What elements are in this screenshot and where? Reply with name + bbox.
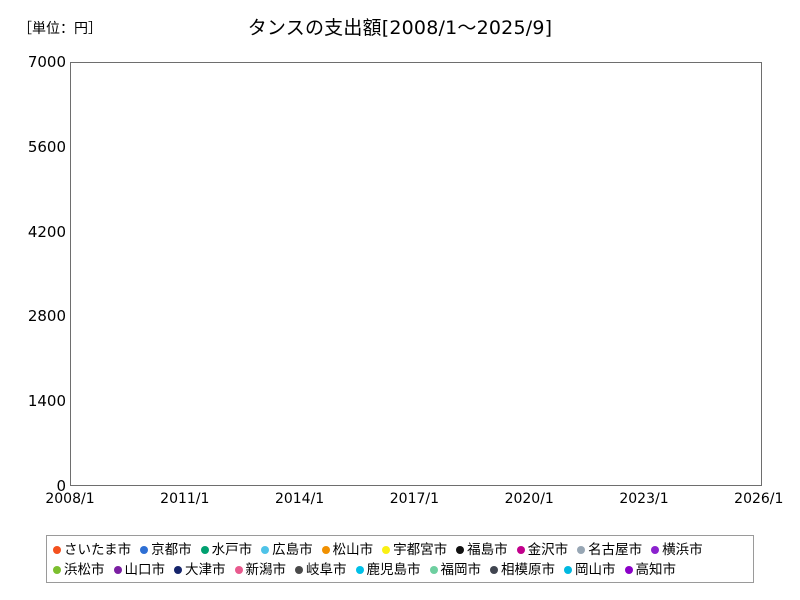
- legend-label: 広島市: [272, 541, 313, 558]
- legend-item-京都市[interactable]: 京都市: [140, 541, 192, 558]
- legend-item-相模原市[interactable]: 相模原市: [490, 561, 555, 578]
- legend-item-高知市[interactable]: 高知市: [624, 561, 677, 578]
- legend-item-岐阜市[interactable]: 岐阜市: [295, 561, 347, 578]
- unit-label: ［単位：円］: [18, 21, 102, 37]
- legend: さいたま市 京都市 水戸市 広島市 松山市 宇都宮市 福島市 金沢市 名古屋市 横浜市 浜松市 山口…: [46, 535, 754, 583]
- legend-marker-icon: [516, 546, 525, 554]
- legend-item-松山市[interactable]: 松山市: [321, 541, 374, 558]
- y-tick-label: 4200: [27, 222, 66, 241]
- legend-label: 新潟市: [245, 561, 287, 578]
- x-tick-label: 2017/1: [389, 491, 440, 507]
- legend-row-2: 浜松市 山口市 大津市 新潟市 岐阜市 鹿児島市 福岡市 相模原市 岡山市 高知市: [53, 560, 747, 580]
- legend-label: 浜松市: [64, 561, 105, 578]
- legend-label: 宇都宮市: [393, 541, 448, 558]
- legend-marker-icon: [564, 566, 572, 574]
- legend-label: 福島市: [467, 541, 508, 558]
- legend-marker-icon: [490, 566, 498, 574]
- legend-item-横浜市[interactable]: 横浜市: [651, 541, 703, 558]
- plot-frame: [70, 62, 762, 486]
- legend-label: 鹿児島市: [366, 561, 421, 578]
- y-tick-label: 5600: [27, 137, 66, 156]
- plot-area: [70, 62, 762, 486]
- legend-item-さいたま市[interactable]: さいたま市: [53, 541, 132, 558]
- legend-marker-icon: [234, 566, 243, 574]
- x-tick-label: 2023/1: [619, 491, 669, 507]
- legend-marker-icon: [200, 546, 209, 554]
- legend-label: 福岡市: [440, 561, 482, 578]
- legend-marker-icon: [456, 546, 465, 554]
- legend-label: 金沢市: [527, 541, 569, 558]
- legend-marker-icon: [295, 566, 303, 574]
- legend-marker-icon: [577, 546, 586, 554]
- legend-row-1: さいたま市 京都市 水戸市 広島市 松山市 宇都宮市 福島市 金沢市 名古屋市 横浜市: [53, 540, 747, 560]
- x-tick-label: 2008/1: [45, 491, 95, 507]
- legend-label: 大津市: [185, 561, 226, 578]
- legend-marker-icon: [651, 546, 660, 554]
- legend-marker-icon: [174, 566, 182, 574]
- legend-item-広島市[interactable]: 広島市: [261, 541, 313, 558]
- legend-item-福島市[interactable]: 福島市: [456, 541, 508, 558]
- legend-marker-icon: [261, 546, 270, 554]
- y-axis-tick-labels: 0 1400 2800 4200 5600 7000: [0, 0, 66, 600]
- legend-item-岡山市[interactable]: 岡山市: [564, 561, 616, 578]
- x-tick-label: 2014/1: [274, 491, 325, 507]
- x-tick-label: 2020/1: [504, 491, 554, 507]
- legend-marker-icon: [53, 566, 61, 574]
- legend-item-水戸市[interactable]: 水戸市: [200, 541, 253, 558]
- legend-label: 相模原市: [501, 561, 555, 578]
- legend-label: 横浜市: [662, 541, 703, 558]
- legend-marker-icon: [382, 546, 391, 554]
- legend-label: さいたま市: [64, 541, 132, 558]
- legend-item-鹿児島市[interactable]: 鹿児島市: [355, 561, 421, 578]
- y-tick-label: 2800: [27, 307, 66, 326]
- legend-marker-icon: [321, 546, 330, 554]
- legend-item-福岡市[interactable]: 福岡市: [429, 561, 482, 578]
- y-tick-label: 0: [56, 477, 66, 495]
- legend-marker-icon: [429, 566, 438, 574]
- legend-marker-icon: [113, 566, 122, 574]
- legend-item-宇都宮市[interactable]: 宇都宮市: [382, 541, 448, 558]
- legend-marker-icon: [53, 546, 61, 554]
- y-tick-label: 7000: [27, 53, 66, 71]
- legend-item-名古屋市[interactable]: 名古屋市: [577, 541, 643, 558]
- legend-label: 岐阜市: [306, 561, 347, 578]
- x-tick-label: 2011/1: [160, 491, 210, 507]
- legend-marker-icon: [140, 546, 149, 554]
- legend-label: 岡山市: [575, 561, 616, 578]
- legend-item-浜松市[interactable]: 浜松市: [53, 561, 105, 578]
- legend-label: 松山市: [332, 541, 374, 558]
- y-tick-label: 1400: [27, 392, 66, 411]
- legend-marker-icon: [355, 566, 364, 574]
- legend-item-金沢市[interactable]: 金沢市: [516, 541, 569, 558]
- legend-label: 高知市: [635, 561, 677, 578]
- legend-item-新潟市[interactable]: 新潟市: [234, 561, 287, 578]
- legend-marker-icon: [624, 566, 633, 574]
- page-title: タンスの支出額[2008/1〜2025/9]: [247, 17, 553, 39]
- legend-label: 京都市: [151, 541, 192, 558]
- legend-label: 水戸市: [211, 541, 253, 558]
- legend-item-山口市[interactable]: 山口市: [113, 561, 166, 578]
- legend-label: 山口市: [124, 561, 166, 578]
- legend-label: 名古屋市: [588, 541, 643, 558]
- legend-item-大津市[interactable]: 大津市: [174, 561, 226, 578]
- x-tick-label: 2026/1: [734, 491, 784, 507]
